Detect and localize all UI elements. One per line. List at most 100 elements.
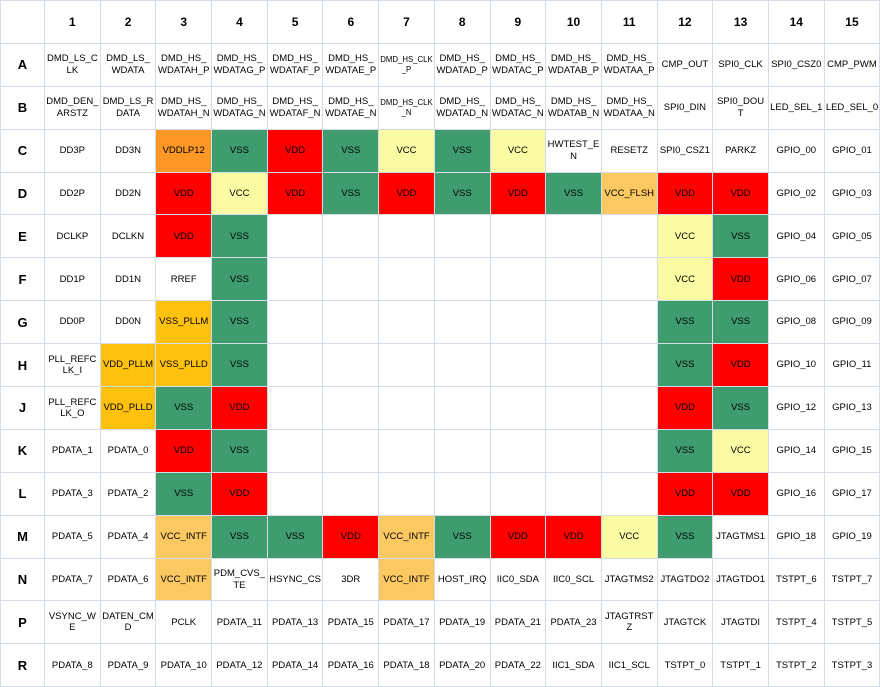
pin-cell-C2[interactable]: DD3N	[99, 128, 157, 173]
col-header-7[interactable]: 7	[378, 0, 435, 44]
pin-cell-R12[interactable]: TSTPT_0	[656, 643, 714, 687]
pin-cell-P9[interactable]: PDATA_21	[489, 600, 547, 645]
pin-cell-D15[interactable]: GPIO_03	[823, 171, 880, 216]
pin-cell-D8[interactable]: VSS	[433, 171, 491, 216]
pin-cell-M10[interactable]: VDD	[545, 514, 602, 559]
pin-cell-G15[interactable]: GPIO_09	[823, 300, 880, 345]
pin-cell-H14[interactable]: GPIO_10	[767, 343, 825, 388]
pin-cell-K6[interactable]	[322, 428, 380, 473]
pin-cell-K4[interactable]: VSS	[211, 428, 268, 473]
pin-cell-L15[interactable]: GPIO_17	[823, 471, 880, 516]
pin-cell-M11[interactable]: VCC	[600, 514, 658, 559]
pin-cell-P12[interactable]: JTAGTCK	[656, 600, 714, 645]
row-label-L[interactable]: L	[0, 471, 45, 516]
pin-cell-J15[interactable]: GPIO_13	[823, 386, 880, 430]
pin-cell-H5[interactable]	[266, 343, 324, 388]
row-label-G[interactable]: G	[0, 300, 45, 345]
col-header-9[interactable]: 9	[489, 0, 547, 44]
pin-cell-D12[interactable]: VDD	[656, 171, 714, 216]
pin-cell-B3[interactable]: DMD_HS_WDATAH_N	[155, 85, 213, 130]
pin-cell-L5[interactable]	[266, 471, 324, 516]
pin-cell-E15[interactable]: GPIO_05	[823, 214, 880, 259]
pin-cell-G2[interactable]: DD0N	[99, 300, 157, 345]
col-header-8[interactable]: 8	[433, 0, 491, 44]
pin-cell-F3[interactable]: RREF	[155, 257, 213, 302]
pin-cell-A3[interactable]: DMD_HS_WDATAH_P	[155, 42, 213, 87]
pin-cell-N9[interactable]: IIC0_SDA	[489, 557, 547, 602]
pin-cell-A8[interactable]: DMD_HS_WDATAD_P	[433, 42, 491, 87]
pin-cell-C11[interactable]: RESETZ	[600, 128, 658, 173]
pin-cell-A2[interactable]: DMD_LS_WDATA	[99, 42, 157, 87]
pin-cell-N11[interactable]: JTAGTMS2	[600, 557, 658, 602]
pin-cell-P1[interactable]: VSYNC_WE	[44, 600, 101, 645]
pin-cell-L14[interactable]: GPIO_16	[767, 471, 825, 516]
pin-cell-H10[interactable]	[545, 343, 602, 388]
pin-cell-N10[interactable]: IIC0_SCL	[545, 557, 602, 602]
row-label-J[interactable]: J	[0, 386, 45, 430]
pin-cell-H3[interactable]: VSS_PLLD	[155, 343, 213, 388]
pin-cell-E9[interactable]	[489, 214, 547, 259]
pin-cell-A15[interactable]: CMP_PWM	[823, 42, 880, 87]
pin-cell-P10[interactable]: PDATA_23	[545, 600, 602, 645]
pin-cell-E13[interactable]: VSS	[712, 214, 769, 259]
pin-cell-A12[interactable]: CMP_OUT	[656, 42, 714, 87]
pin-cell-F11[interactable]	[600, 257, 658, 302]
pin-cell-M4[interactable]: VSS	[211, 514, 268, 559]
col-header-13[interactable]: 13	[712, 0, 769, 44]
pin-cell-P14[interactable]: TSTPT_4	[767, 600, 825, 645]
pin-cell-F12[interactable]: VCC	[656, 257, 714, 302]
pin-cell-R11[interactable]: IIC1_SCL	[600, 643, 658, 687]
pin-cell-M14[interactable]: GPIO_18	[767, 514, 825, 559]
pin-cell-J1[interactable]: PLL_REFCLK_O	[44, 386, 101, 430]
pin-cell-E8[interactable]	[433, 214, 491, 259]
pin-cell-G7[interactable]	[378, 300, 435, 345]
pin-cell-B6[interactable]: DMD_HS_WDATAE_N	[322, 85, 380, 130]
pin-cell-B1[interactable]: DMD_DEN_ARSTZ	[44, 85, 101, 130]
pin-cell-K9[interactable]	[489, 428, 547, 473]
pin-cell-M12[interactable]: VSS	[656, 514, 714, 559]
pin-cell-D3[interactable]: VDD	[155, 171, 213, 216]
pin-cell-L10[interactable]	[545, 471, 602, 516]
pin-cell-F14[interactable]: GPIO_06	[767, 257, 825, 302]
col-header-11[interactable]: 11	[600, 0, 658, 44]
pin-cell-F5[interactable]	[266, 257, 324, 302]
pin-cell-R15[interactable]: TSTPT_3	[823, 643, 880, 687]
pin-cell-K1[interactable]: PDATA_1	[44, 428, 101, 473]
pin-cell-N7[interactable]: VCC_INTF	[378, 557, 435, 602]
pin-cell-N1[interactable]: PDATA_7	[44, 557, 101, 602]
pin-cell-E1[interactable]: DCLKP	[44, 214, 101, 259]
pin-cell-H12[interactable]: VSS	[656, 343, 714, 388]
pin-cell-F7[interactable]	[378, 257, 435, 302]
col-header-14[interactable]: 14	[767, 0, 825, 44]
pin-cell-D11[interactable]: VCC_FLSH	[600, 171, 658, 216]
pin-cell-B5[interactable]: DMD_HS_WDATAF_N	[266, 85, 324, 130]
pin-cell-H11[interactable]	[600, 343, 658, 388]
pin-cell-L2[interactable]: PDATA_2	[99, 471, 157, 516]
pin-cell-R1[interactable]: PDATA_8	[44, 643, 101, 687]
pin-cell-G4[interactable]: VSS	[211, 300, 268, 345]
pin-cell-C8[interactable]: VSS	[433, 128, 491, 173]
pin-cell-P15[interactable]: TSTPT_5	[823, 600, 880, 645]
pin-cell-B10[interactable]: DMD_HS_WDATAB_N	[545, 85, 602, 130]
pin-cell-A9[interactable]: DMD_HS_WDATAC_P	[489, 42, 547, 87]
pin-cell-A13[interactable]: SPI0_CLK	[712, 42, 769, 87]
pin-cell-M8[interactable]: VSS	[433, 514, 491, 559]
pin-cell-M6[interactable]: VDD	[322, 514, 380, 559]
pin-cell-D14[interactable]: GPIO_02	[767, 171, 825, 216]
col-header-10[interactable]: 10	[545, 0, 602, 44]
pin-cell-C10[interactable]: HWTEST_EN	[545, 128, 602, 173]
pin-cell-P5[interactable]: PDATA_13	[266, 600, 324, 645]
pin-cell-R7[interactable]: PDATA_18	[378, 643, 435, 687]
pin-cell-E6[interactable]	[322, 214, 380, 259]
pin-cell-H13[interactable]: VDD	[712, 343, 769, 388]
col-header-5[interactable]: 5	[266, 0, 324, 44]
pin-cell-G12[interactable]: VSS	[656, 300, 714, 345]
pin-cell-K5[interactable]	[266, 428, 324, 473]
pin-cell-K11[interactable]	[600, 428, 658, 473]
pin-cell-A1[interactable]: DMD_LS_CLK	[44, 42, 101, 87]
pin-cell-H9[interactable]	[489, 343, 547, 388]
pin-cell-C4[interactable]: VSS	[211, 128, 268, 173]
pin-cell-N6[interactable]: 3DR	[322, 557, 380, 602]
col-header-6[interactable]: 6	[322, 0, 380, 44]
pin-cell-M5[interactable]: VSS	[266, 514, 324, 559]
